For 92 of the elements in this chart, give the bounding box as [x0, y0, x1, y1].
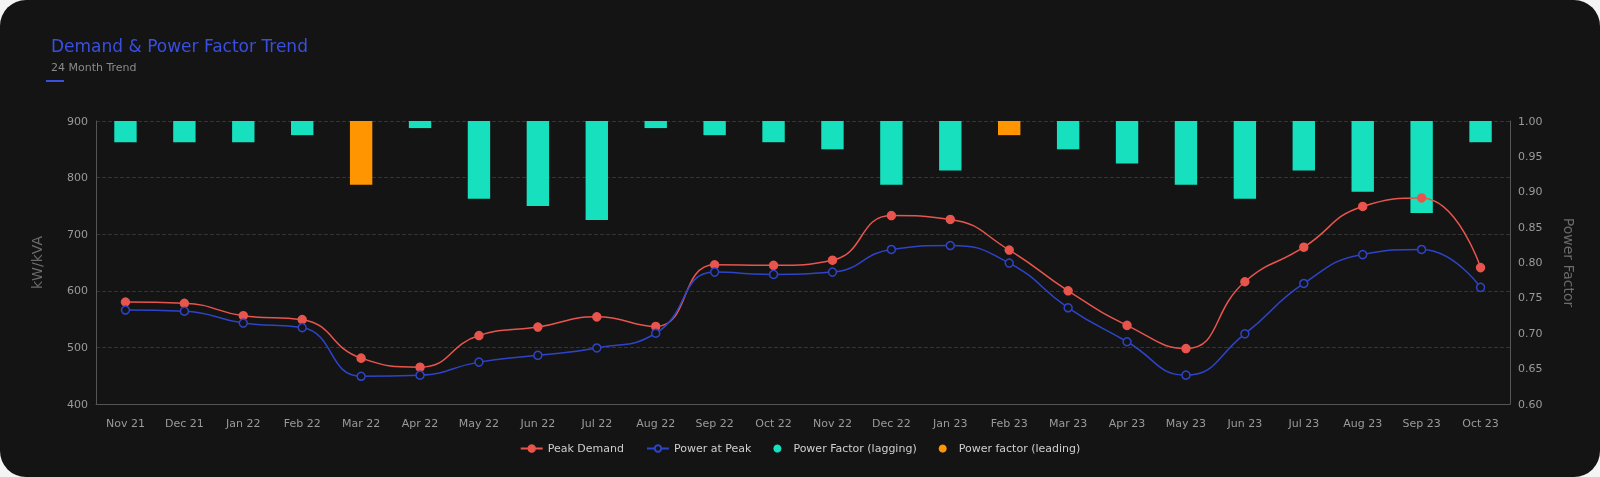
- y-tick-label: 400: [67, 397, 88, 411]
- point: [1357, 249, 1368, 260]
- y-tick-label: 500: [67, 340, 88, 354]
- x-tick-label: Jan 22: [225, 417, 261, 430]
- x-tick-label: Aug 23: [1343, 417, 1383, 430]
- point: [415, 370, 425, 380]
- point: [1063, 286, 1073, 296]
- point: [415, 362, 425, 372]
- y2-tick-label: 0.60: [1518, 397, 1543, 411]
- x-tick-label: Jun 23: [1226, 417, 1263, 430]
- point: [945, 214, 956, 225]
- point: [1004, 258, 1014, 268]
- y2-tick-label: 0.75: [1518, 291, 1543, 305]
- point: [1181, 370, 1191, 380]
- x-tick-label: Dec 21: [164, 417, 204, 430]
- point: [1299, 278, 1309, 289]
- y2-tick-label: 0.70: [1518, 326, 1543, 340]
- point: [179, 298, 190, 308]
- point: [297, 322, 307, 333]
- point: [1475, 282, 1486, 293]
- point: [474, 330, 484, 341]
- x-tick-label: Apr 23: [1108, 417, 1146, 430]
- point: [1416, 193, 1427, 203]
- point: [120, 305, 131, 315]
- y2-tick-label: 1.00: [1518, 114, 1543, 128]
- point: [356, 371, 366, 382]
- y-axis-title: kW/kVA: [29, 235, 45, 290]
- x-tick-label: Jun 22: [519, 417, 556, 430]
- x-tick-label: Oct 22: [755, 417, 792, 430]
- point: [768, 269, 779, 280]
- point: [768, 260, 779, 271]
- point: [120, 297, 131, 307]
- point: [592, 343, 602, 353]
- x-tick-label: Oct 23: [1462, 417, 1499, 430]
- x-tick-label: May 22: [458, 417, 500, 430]
- y-tick-label: 800: [67, 171, 88, 185]
- x-tick-label: Jul 22: [580, 417, 613, 430]
- x-tick-label: May 23: [1165, 417, 1207, 430]
- x-tick-label: Feb 23: [990, 417, 1028, 430]
- point: [886, 210, 897, 221]
- point: [533, 350, 543, 361]
- x-tick-label: Sep 23: [1402, 417, 1441, 430]
- x-tick-label: Jan 23: [932, 417, 968, 430]
- x-tick-label: Feb 22: [283, 417, 321, 430]
- legend-label: Power factor (leading): [958, 442, 1081, 455]
- point: [1122, 336, 1132, 347]
- y-tick-label: 700: [67, 227, 88, 241]
- x-tick-label: Nov 21: [105, 417, 145, 430]
- chart-title: Demand & Power Factor Trend: [51, 35, 308, 56]
- point: [1240, 329, 1250, 339]
- point: [1004, 245, 1014, 255]
- y2-tick-label: 0.90: [1518, 185, 1543, 199]
- point: [1063, 303, 1073, 313]
- point: [356, 353, 366, 363]
- point: [1416, 244, 1427, 255]
- point: [1299, 242, 1309, 252]
- point: [533, 322, 543, 332]
- point: [709, 267, 720, 277]
- x-tick-label: Aug 22: [636, 417, 676, 430]
- legend-label: Power Factor (lagging): [793, 442, 917, 455]
- x-tick-label: Jul 23: [1287, 417, 1320, 430]
- y2-tick-label: 0.85: [1518, 220, 1543, 234]
- y2-tick-label: 0.65: [1518, 362, 1543, 376]
- point: [827, 267, 838, 277]
- point: [827, 255, 838, 265]
- legend-label: Power at Peak: [673, 442, 753, 455]
- x-tick-label: Nov 22: [812, 417, 852, 430]
- point: [1240, 277, 1250, 287]
- point: [1122, 320, 1132, 331]
- point: [1357, 201, 1368, 212]
- point: [297, 314, 307, 325]
- y2-tick-label: 0.80: [1518, 256, 1543, 269]
- x-tick-label: Sep 22: [695, 417, 734, 430]
- y-tick-label: 900: [67, 114, 88, 128]
- x-tick-label: Apr 22: [401, 417, 439, 430]
- y2-tick-label: 0.95: [1518, 149, 1543, 163]
- point: [1181, 343, 1191, 354]
- point: [474, 357, 484, 367]
- point: [179, 306, 190, 316]
- legend-label: Peak Demand: [547, 442, 624, 455]
- point: [592, 312, 602, 322]
- x-tick-label: Mar 22: [342, 417, 381, 430]
- point: [1475, 262, 1486, 273]
- y-tick-label: 600: [67, 284, 88, 298]
- chart-subtitle: 24 Month Trend: [51, 61, 137, 74]
- point: [886, 244, 897, 255]
- point: [945, 240, 956, 251]
- y2-axis-title: Power Factor: [1561, 217, 1577, 308]
- x-tick-label: Mar 23: [1049, 417, 1088, 430]
- point: [238, 318, 249, 328]
- point: [650, 328, 661, 338]
- x-tick-label: Dec 22: [871, 417, 911, 430]
